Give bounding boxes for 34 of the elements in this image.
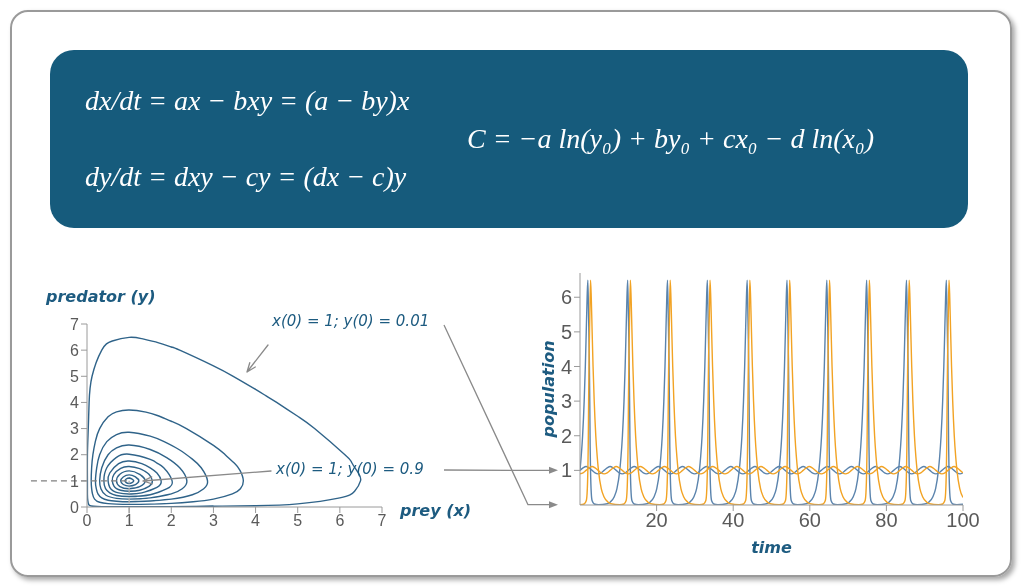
x-tick-label: 60 <box>798 509 821 532</box>
y-tick-label: 6 <box>560 286 572 309</box>
y-tick-label: 6 <box>70 341 80 359</box>
x-tick-label: 7 <box>377 512 387 530</box>
y-tick-label: 5 <box>70 367 80 385</box>
y-axis-title: predator (y) <box>46 287 156 306</box>
x-tick-label: 6 <box>335 512 345 530</box>
y-tick-label: 4 <box>70 394 80 412</box>
y-axis-title: population <box>538 340 558 438</box>
x-axis-title: time <box>751 538 792 557</box>
x-tick-label: 1 <box>124 512 134 530</box>
y-tick-label: 0 <box>70 498 80 516</box>
y-tick-label: 3 <box>560 390 572 413</box>
x-tick-label: 0 <box>82 512 92 530</box>
x-tick-label: 100 <box>946 509 980 532</box>
x-tick-label: 3 <box>208 512 218 530</box>
x-axis-title: prey (x) <box>400 501 472 520</box>
y-tick-label: 5 <box>560 320 572 343</box>
x-tick-label: 20 <box>645 509 668 532</box>
x-tick-label: 5 <box>293 512 303 530</box>
y-tick-label: 3 <box>70 420 80 438</box>
x-tick-label: 2 <box>166 512 176 530</box>
x-tick-label: 4 <box>251 512 261 530</box>
text: dy/dt = dxy − cy = (dx − c)y <box>85 161 408 193</box>
y-tick-label: 2 <box>560 424 572 447</box>
x-tick-label: 40 <box>722 509 745 532</box>
text: dx/dt = ax − bxy = (a − by)x <box>85 85 410 117</box>
y-tick-label: 2 <box>70 446 80 464</box>
annotation: x(0) = 1; y(0) = 0.01 <box>272 312 430 330</box>
text: C = −a ln(y₀) + by₀ + cx₀ − d ln(x₀) <box>467 123 875 155</box>
y-tick-label: 4 <box>560 355 572 378</box>
x-tick-label: 80 <box>875 509 898 532</box>
y-tick-label: 1 <box>560 459 572 482</box>
y-tick-label: 7 <box>70 315 80 333</box>
